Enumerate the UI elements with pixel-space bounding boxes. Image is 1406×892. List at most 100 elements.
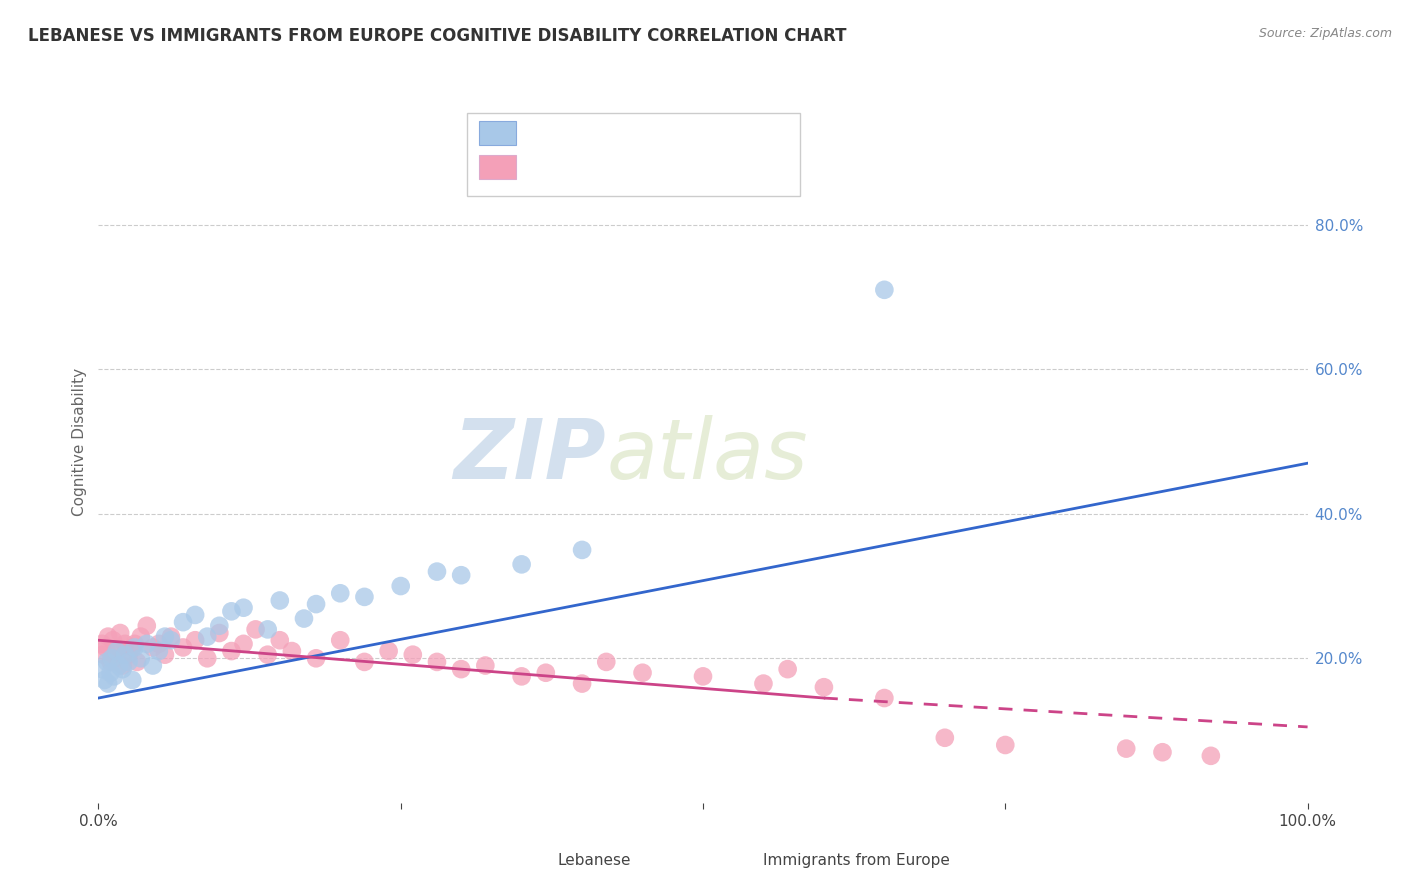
Point: [91, 648, 114, 662]
Point: [426, 565, 449, 579]
Point: [127, 655, 149, 669]
Point: [534, 665, 557, 680]
Point: [103, 669, 125, 683]
Point: [121, 640, 143, 655]
Point: [994, 738, 1017, 752]
Point: [142, 640, 165, 655]
Point: [208, 619, 231, 633]
Bar: [516, 847, 546, 873]
Point: [329, 586, 352, 600]
Point: [195, 630, 218, 644]
Point: [100, 665, 122, 680]
Point: [873, 691, 896, 706]
Point: [353, 655, 375, 669]
Point: [245, 623, 267, 637]
Point: [571, 542, 593, 557]
Point: [160, 630, 183, 644]
Point: [329, 633, 352, 648]
Point: [111, 662, 134, 676]
Point: [1115, 741, 1137, 756]
Point: [221, 604, 243, 618]
Point: [571, 676, 593, 690]
Point: [232, 637, 254, 651]
Point: [148, 637, 170, 651]
Point: [118, 648, 141, 662]
Point: [305, 597, 328, 611]
Point: [96, 655, 118, 669]
Point: [292, 611, 315, 625]
Point: [91, 662, 114, 676]
Point: [377, 644, 399, 658]
Point: [118, 655, 141, 669]
Text: R =  0.565: R = 0.565: [526, 126, 616, 141]
Point: [129, 630, 152, 644]
Point: [232, 600, 254, 615]
Point: [153, 648, 176, 662]
Point: [474, 658, 496, 673]
Point: [269, 593, 291, 607]
Point: [111, 658, 134, 673]
Point: [108, 658, 131, 673]
Point: [142, 658, 165, 673]
Bar: [479, 121, 516, 145]
Point: [97, 630, 120, 644]
Point: [389, 579, 412, 593]
Point: [97, 676, 120, 690]
Bar: [479, 155, 516, 179]
Point: [692, 669, 714, 683]
Point: [595, 655, 617, 669]
Point: [1152, 745, 1174, 759]
Text: ZIP: ZIP: [454, 416, 606, 497]
Text: LEBANESE VS IMMIGRANTS FROM EUROPE COGNITIVE DISABILITY CORRELATION CHART: LEBANESE VS IMMIGRANTS FROM EUROPE COGNI…: [28, 27, 846, 45]
Point: [135, 619, 157, 633]
Bar: [721, 847, 751, 873]
Point: [631, 665, 654, 680]
Point: [104, 651, 127, 665]
Point: [402, 648, 425, 662]
FancyBboxPatch shape: [467, 112, 800, 196]
Point: [934, 731, 956, 745]
Point: [1199, 748, 1222, 763]
Text: N = 40: N = 40: [672, 126, 727, 141]
Point: [105, 644, 128, 658]
Point: [353, 590, 375, 604]
Point: [426, 655, 449, 669]
Point: [184, 633, 207, 648]
Point: [184, 607, 207, 622]
Point: [101, 633, 124, 648]
Point: [124, 637, 146, 651]
Text: atlas: atlas: [606, 416, 808, 497]
Point: [172, 640, 194, 655]
Point: [752, 676, 775, 690]
Point: [124, 640, 146, 655]
Point: [153, 630, 176, 644]
Point: [129, 651, 152, 665]
Text: Lebanese: Lebanese: [558, 853, 631, 868]
Point: [135, 637, 157, 651]
Point: [108, 626, 131, 640]
Point: [221, 644, 243, 658]
Point: [269, 633, 291, 648]
Point: [873, 283, 896, 297]
Text: Immigrants from Europe: Immigrants from Europe: [763, 853, 950, 868]
Text: R = -0.332: R = -0.332: [526, 160, 616, 175]
Point: [172, 615, 194, 630]
Point: [148, 644, 170, 658]
Point: [100, 655, 122, 669]
Text: Source: ZipAtlas.com: Source: ZipAtlas.com: [1258, 27, 1392, 40]
Point: [121, 673, 143, 687]
Point: [208, 626, 231, 640]
Point: [94, 640, 117, 655]
Point: [450, 662, 472, 676]
Point: [93, 673, 115, 687]
Point: [114, 637, 136, 651]
Point: [114, 648, 136, 662]
Point: [256, 648, 278, 662]
Point: [305, 651, 328, 665]
Point: [100, 651, 122, 665]
Point: [813, 680, 835, 694]
Point: [91, 637, 114, 651]
Point: [510, 669, 533, 683]
Point: [281, 644, 304, 658]
Point: [256, 623, 278, 637]
